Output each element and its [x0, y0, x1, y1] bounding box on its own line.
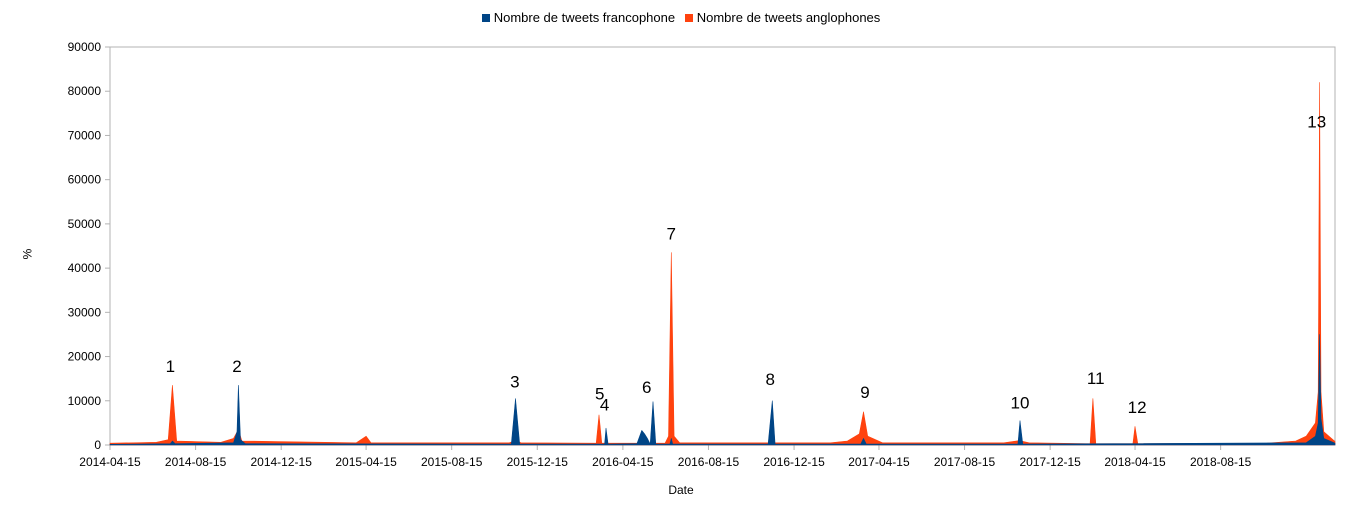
y-tick-label: 70000	[68, 128, 102, 142]
y-tick-label: 40000	[68, 261, 102, 275]
peak-annotation: 7	[667, 224, 676, 243]
y-axis-label: %	[20, 248, 35, 260]
x-tick-label: 2016-12-15	[763, 455, 825, 469]
y-tick-label: 50000	[68, 217, 102, 231]
x-tick-label: 2014-08-15	[165, 455, 227, 469]
y-tick-label: 80000	[68, 84, 102, 98]
x-axis-label: Date	[668, 483, 694, 497]
legend-item-anglophones: Nombre de tweets anglophones	[684, 10, 881, 25]
x-tick-label: 2015-08-15	[421, 455, 483, 469]
legend-item-francophone: Nombre de tweets francophone	[481, 10, 676, 25]
peak-annotation: 13	[1307, 112, 1326, 131]
series-anglophones-area	[109, 82, 1336, 446]
legend-swatch-francophone	[481, 14, 490, 22]
legend-label-francophone: Nombre de tweets francophone	[493, 10, 676, 25]
x-tick-label: 2017-08-15	[934, 455, 996, 469]
peak-annotation: 4	[600, 396, 609, 415]
x-tick-label: 2014-12-15	[250, 455, 312, 469]
x-tick-label: 2018-08-15	[1190, 455, 1252, 469]
legend-label-anglophones: Nombre de tweets anglophones	[696, 10, 881, 25]
plot-area: 0 10000 20000 30000 40000 50000 60000 70000 8000…	[68, 40, 1336, 469]
peak-annotation: 2	[232, 357, 241, 376]
legend: Nombre de tweets francophone Nombre de t…	[0, 10, 1362, 25]
x-tick-label: 2016-04-15	[592, 455, 654, 469]
series-francophone-area	[109, 334, 1336, 446]
x-tick-label: 2017-12-15	[1019, 455, 1081, 469]
y-tick-label: 0	[94, 438, 101, 452]
y-tick-label: 90000	[68, 40, 102, 54]
x-tick-label: 2016-08-15	[678, 455, 740, 469]
peak-annotation: 8	[765, 370, 774, 389]
plot-frame	[109, 46, 1336, 446]
y-tick-label: 30000	[68, 305, 102, 319]
peak-annotation: 12	[1128, 398, 1147, 417]
x-tick-label: 2018-04-15	[1104, 455, 1166, 469]
peak-annotation: 5	[595, 384, 604, 403]
peak-annotation: 3	[510, 373, 519, 392]
x-tick-label: 2015-04-15	[335, 455, 397, 469]
peak-annotation: 1	[166, 357, 175, 376]
x-tick-label: 2015-12-15	[507, 455, 569, 469]
y-tick-label: 10000	[68, 394, 102, 408]
peak-annotation: 9	[860, 383, 869, 402]
x-tick-label: 2017-04-15	[848, 455, 910, 469]
peak-annotation: 11	[1087, 369, 1105, 388]
y-tick-label: 20000	[68, 350, 102, 364]
peak-annotation: 6	[642, 378, 651, 397]
legend-swatch-anglophones	[684, 14, 693, 22]
peak-annotation: 10	[1011, 394, 1030, 413]
x-tick-label: 2014-04-15	[79, 455, 141, 469]
y-tick-label: 60000	[68, 173, 102, 187]
